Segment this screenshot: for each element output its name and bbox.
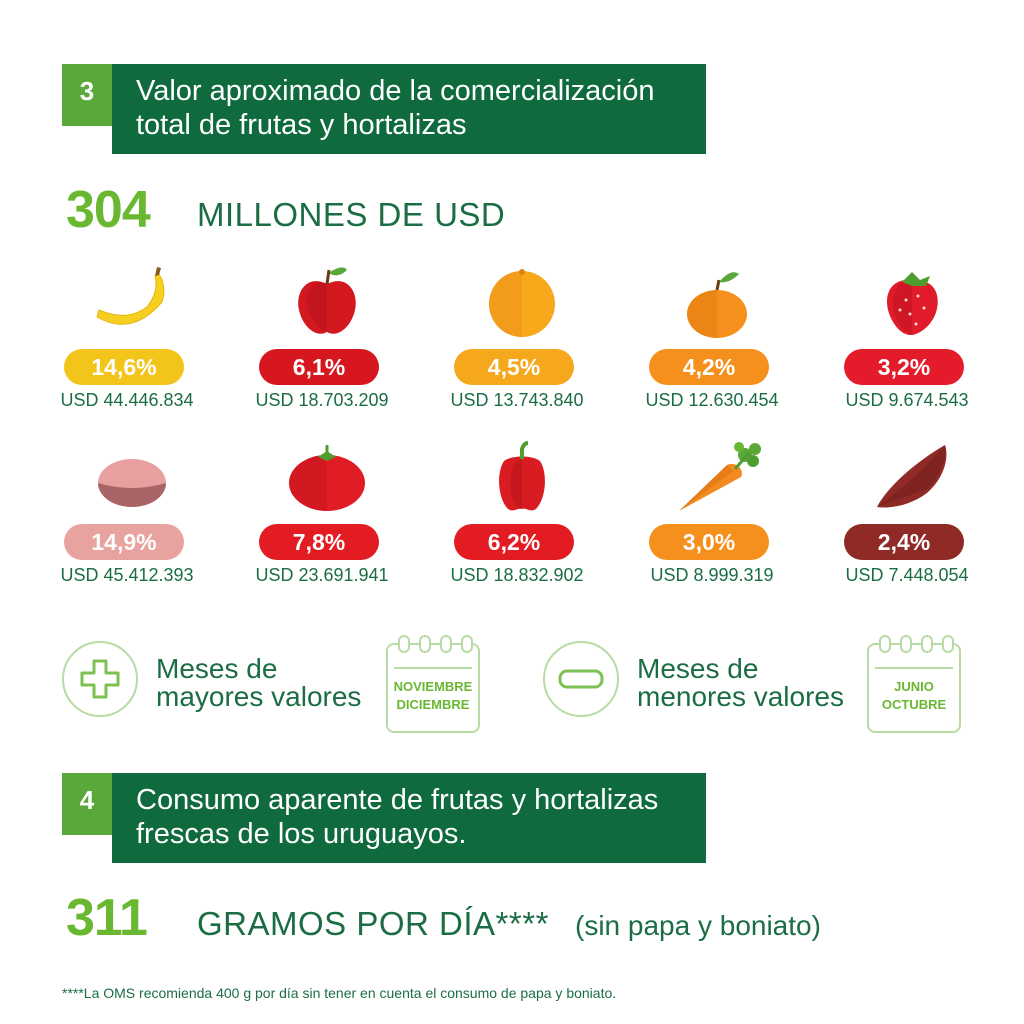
item-tomato: 7,8% USD 23.691.941 — [232, 437, 422, 607]
usd-value: USD 18.703.209 — [255, 390, 389, 410]
month-2: OCTUBRE — [881, 697, 947, 712]
item-banana: 14,6% USD 44.446.834 — [37, 262, 227, 432]
section-title-line1: Consumo aparente de frutas y hortalizas — [136, 784, 659, 816]
calendar-high: NOVIEMBRE DICIEMBRE — [386, 635, 480, 733]
item-potato: 14,9% USD 45.412.393 — [37, 437, 227, 607]
month-2: DICIEMBRE — [396, 697, 470, 712]
percent-pill: 6,1% — [259, 349, 379, 385]
strawberry-icon — [817, 262, 1007, 342]
carrot-icon — [622, 437, 812, 517]
tomato-icon — [232, 437, 422, 517]
item-carrot: 3,0% USD 8.999.319 — [622, 437, 812, 607]
months-low-line2: menores valores — [637, 681, 844, 712]
percent-pill: 14,9% — [64, 524, 184, 560]
usd-value: USD 44.446.834 — [60, 390, 194, 410]
plus-icon — [62, 641, 138, 717]
sweet-potato-icon — [817, 437, 1007, 517]
minus-icon — [543, 641, 619, 717]
section-number: 3 — [62, 64, 112, 126]
consumption-number: 311 — [66, 889, 148, 947]
item-tangerine: 4,2% USD 12.630.454 — [622, 262, 812, 432]
section-title-line2: frescas de los uruguayos. — [136, 818, 467, 850]
usd-value: USD 13.743.840 — [450, 390, 584, 410]
percent-pill: 14,6% — [64, 349, 184, 385]
usd-value: USD 12.630.454 — [645, 390, 779, 410]
months-high-line1: Meses de — [156, 653, 278, 684]
percent-pill: 6,2% — [454, 524, 574, 560]
percent-pill: 3,2% — [844, 349, 964, 385]
usd-value: USD 7.448.054 — [845, 565, 969, 585]
calendar-rings — [879, 635, 954, 653]
month-1: JUNIO — [894, 679, 934, 694]
percent-pill: 4,5% — [454, 349, 574, 385]
percent-pill: 2,4% — [844, 524, 964, 560]
item-sweet-potato: 2,4% USD 7.448.054 — [817, 437, 1007, 607]
usd-value: USD 9.674.543 — [845, 390, 969, 410]
apple-icon — [232, 262, 422, 342]
footnote: ****La OMS recomienda 400 g por día sin … — [62, 985, 617, 1001]
months-low-block: Meses de menores valores JUNIO OCTUBRE — [543, 635, 973, 735]
orange-icon — [427, 262, 617, 342]
item-pepper: 6,2% USD 18.832.902 — [427, 437, 617, 607]
months-high-label: Meses de mayores valores — [156, 655, 361, 711]
total-value-label: MILLONES DE USD — [197, 196, 506, 233]
section-3-header: 3 Valor aproximado de la comercializació… — [62, 64, 706, 154]
section-4-header: 4 Consumo aparente de frutas y hortaliza… — [62, 773, 706, 863]
banana-icon — [37, 262, 227, 342]
calendar-low: JUNIO OCTUBRE — [867, 635, 961, 733]
consumption-label: GRAMOS POR DÍA**** — [197, 905, 549, 942]
item-strawberry: 3,2% USD 9.674.543 — [817, 262, 1007, 432]
section-title-line2: total de frutas y hortalizas — [136, 109, 467, 141]
total-value-number: 304 — [66, 181, 151, 239]
section-number: 4 — [62, 773, 112, 835]
usd-value: USD 45.412.393 — [60, 565, 194, 585]
section-title-line1: Valor aproximado de la comercialización — [136, 75, 655, 107]
months-low-label: Meses de menores valores — [637, 655, 844, 711]
usd-value: USD 23.691.941 — [255, 565, 389, 585]
potato-icon — [37, 437, 227, 517]
percent-pill: 3,0% — [649, 524, 769, 560]
usd-value: USD 18.832.902 — [450, 565, 584, 585]
item-orange: 4,5% USD 13.743.840 — [427, 262, 617, 432]
percent-pill: 7,8% — [259, 524, 379, 560]
section-title: Consumo aparente de frutas y hortalizas … — [112, 773, 706, 863]
months-low-line1: Meses de — [637, 653, 759, 684]
item-apple: 6,1% USD 18.703.209 — [232, 262, 422, 432]
consumption-note: (sin papa y boniato) — [575, 910, 821, 941]
months-high-block: Meses de mayores valores NOVIEMBRE DICIE… — [62, 635, 492, 735]
months-high-line2: mayores valores — [156, 681, 362, 712]
section-title: Valor aproximado de la comercialización … — [112, 64, 706, 154]
calendar-rings — [398, 635, 473, 653]
pepper-icon — [427, 437, 617, 517]
percent-pill: 4,2% — [649, 349, 769, 385]
usd-value: USD 8.999.319 — [650, 565, 774, 585]
tangerine-icon — [622, 262, 812, 342]
month-1: NOVIEMBRE — [393, 679, 473, 694]
